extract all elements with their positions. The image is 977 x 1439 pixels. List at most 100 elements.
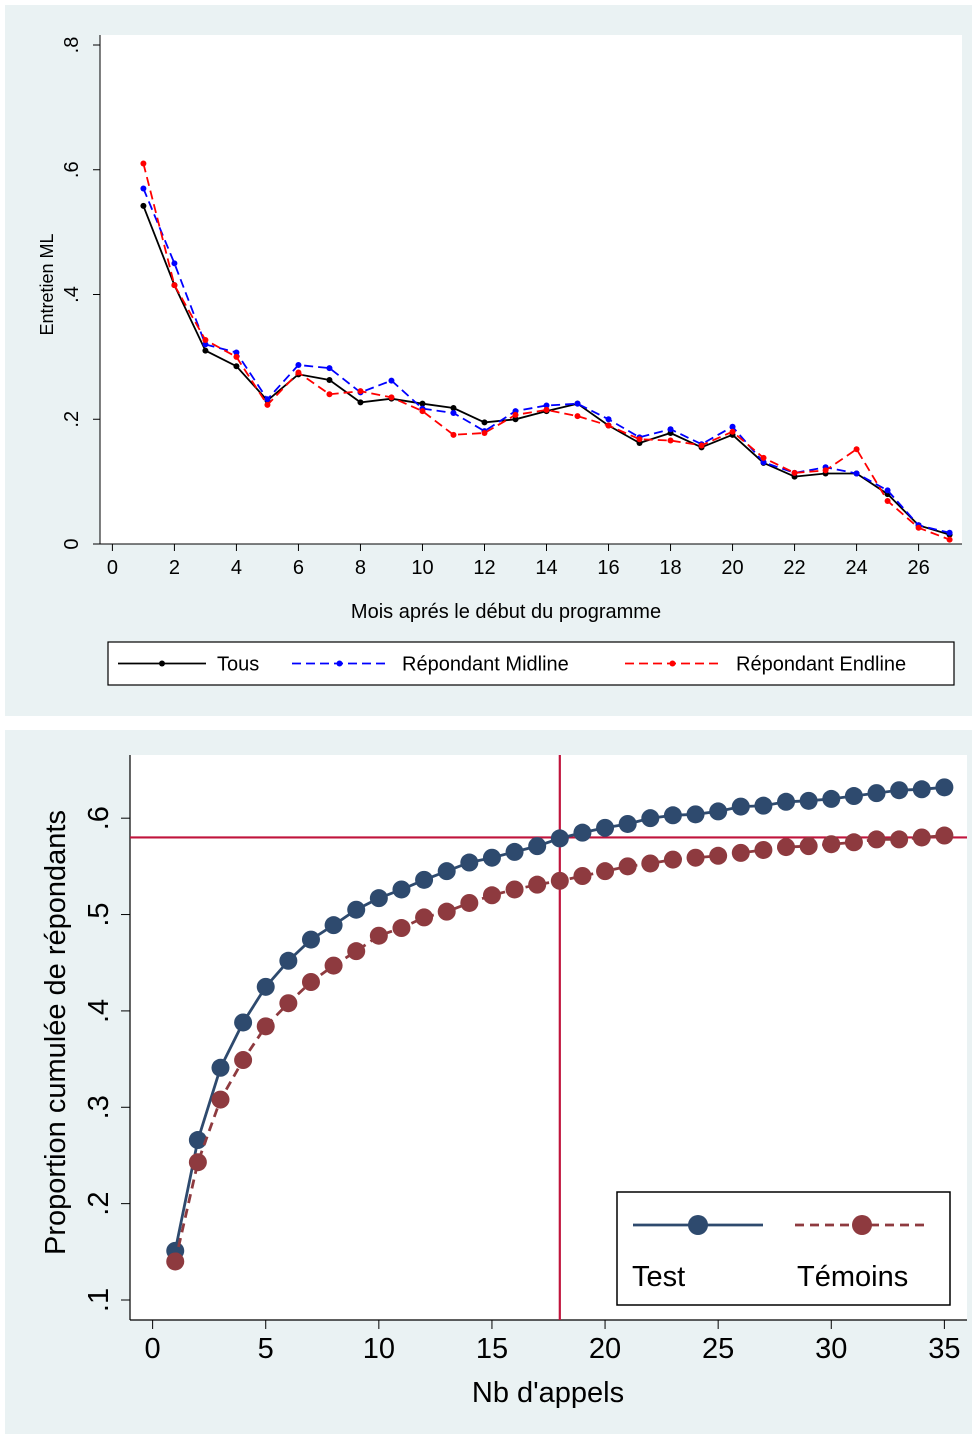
y-axis-label: Entretien ML <box>37 233 57 335</box>
x-tick-label: 12 <box>473 557 495 579</box>
legend-marker-repondant-endline <box>669 660 676 667</box>
legend-box <box>107 641 955 686</box>
point-repondant-midline <box>140 185 147 192</box>
point-repondant-endline <box>326 391 333 398</box>
point-temoins <box>935 826 954 845</box>
point-tous <box>326 376 333 383</box>
y-tick-label: .1 <box>83 1288 115 1312</box>
legend-label-temoins: Témoins <box>797 1261 908 1293</box>
point-repondant-endline <box>233 353 240 360</box>
point-test <box>437 862 456 881</box>
point-temoins <box>437 902 456 921</box>
point-temoins <box>369 926 388 945</box>
point-temoins <box>618 857 637 876</box>
plot-area <box>100 35 962 544</box>
point-repondant-endline <box>171 282 178 289</box>
y-tick-label: .3 <box>83 1095 115 1119</box>
y-tick-label: .2 <box>61 411 83 428</box>
y-tick-label: 0 <box>61 538 83 549</box>
series-line-repondant-endline <box>142 163 950 541</box>
point-temoins <box>890 830 909 849</box>
x-tick-label: 30 <box>815 1333 847 1365</box>
point-test <box>301 930 320 949</box>
x-tick-label: 2 <box>169 557 180 579</box>
point-temoins <box>234 1051 253 1070</box>
point-test <box>460 853 479 872</box>
y-tick-label: .4 <box>83 999 115 1023</box>
point-temoins <box>505 880 524 899</box>
point-repondant-endline <box>822 467 829 474</box>
point-temoins <box>392 919 411 938</box>
x-axis-label: Mois aprés le début du programme <box>351 601 661 623</box>
point-repondant-endline <box>140 160 147 167</box>
point-test <box>777 792 796 811</box>
chart-panel-top: 0.2.4.6.8 0 2 4 6 8 10 12 14 16 18 20 22 24 26 Mois apr… <box>5 5 972 716</box>
point-tous <box>357 399 364 406</box>
y-axis-label: Proportion cumulée de répondants <box>40 810 72 1255</box>
series-line-repondant-midline <box>142 188 950 534</box>
legend-marker-test <box>688 1215 708 1235</box>
point-repondant-endline <box>698 442 705 449</box>
point-repondant-midline <box>264 396 271 403</box>
point-temoins <box>867 830 886 849</box>
point-temoins <box>211 1090 230 1109</box>
point-repondant-endline <box>264 401 271 408</box>
point-repondant-endline <box>574 413 581 420</box>
y-tick-label: .6 <box>83 806 115 830</box>
point-repondant-endline <box>512 411 519 418</box>
legend-marker-tous <box>159 660 165 667</box>
y-tick-label: .5 <box>83 902 115 926</box>
point-repondant-midline <box>667 426 674 433</box>
x-tick-label: 22 <box>783 557 805 579</box>
point-tous <box>140 202 147 209</box>
point-test <box>392 880 411 899</box>
point-repondant-endline <box>605 422 612 429</box>
point-repondant-endline <box>760 454 767 461</box>
y-tick-label: .8 <box>61 37 83 54</box>
point-temoins <box>777 838 796 857</box>
legend-label-test: Test <box>632 1261 685 1293</box>
point-test <box>347 900 366 919</box>
point-temoins <box>256 1017 275 1036</box>
point-repondant-endline <box>202 337 209 344</box>
point-tous <box>512 416 519 423</box>
point-repondant-midline <box>171 260 178 267</box>
point-test <box>686 805 705 824</box>
point-test <box>596 818 615 837</box>
point-repondant-midline <box>450 410 457 417</box>
x-tick-label: 20 <box>721 557 743 579</box>
point-temoins <box>482 886 501 905</box>
point-test <box>890 781 909 800</box>
point-repondant-midline <box>946 529 953 536</box>
x-tick-label: 6 <box>293 557 304 579</box>
point-test <box>482 848 501 867</box>
point-repondant-endline <box>667 437 674 444</box>
point-repondant-midline <box>853 470 860 477</box>
x-tick-label: 18 <box>659 557 681 579</box>
legend-marker-repondant-midline <box>336 660 343 667</box>
point-test <box>731 797 750 816</box>
point-repondant-midline <box>605 416 612 423</box>
point-temoins <box>731 843 750 862</box>
point-temoins <box>573 867 592 885</box>
x-tick-label: 26 <box>907 557 929 579</box>
legend-label-repondant-endline: Répondant Endline <box>736 654 906 676</box>
point-tous <box>419 400 426 407</box>
point-tous <box>481 419 488 426</box>
x-tick-label: 0 <box>145 1333 161 1365</box>
point-repondant-midline <box>202 341 209 348</box>
point-test <box>799 791 818 810</box>
point-repondant-midline <box>574 400 581 407</box>
point-temoins <box>550 871 569 890</box>
x-axis-label: Nb d'appels <box>472 1377 624 1409</box>
point-test <box>234 1013 253 1032</box>
point-repondant-endline <box>915 524 922 531</box>
x-tick-label: 24 <box>845 557 867 579</box>
point-temoins <box>663 850 682 869</box>
point-temoins <box>709 846 728 865</box>
point-repondant-midline <box>295 361 302 368</box>
point-test <box>641 809 660 828</box>
point-tous <box>450 405 457 412</box>
point-temoins <box>528 875 547 894</box>
x-tick-label: 25 <box>702 1333 734 1365</box>
